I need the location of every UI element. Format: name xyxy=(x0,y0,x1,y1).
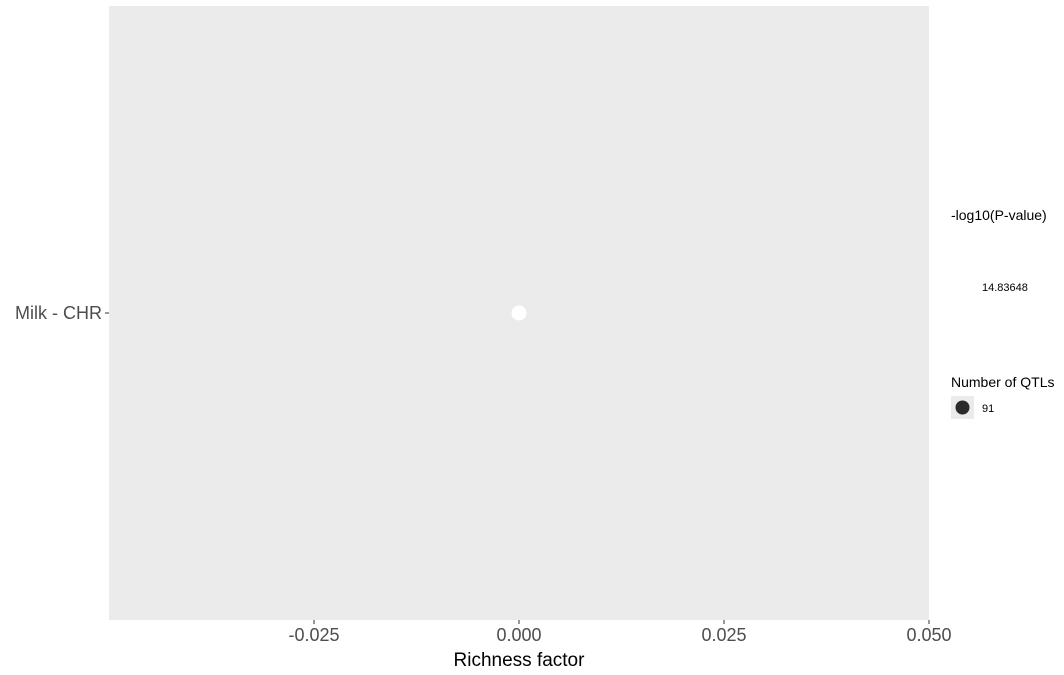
legend-color-value: 14.83648 xyxy=(982,282,1028,294)
legend-size-title: Number of QTLs xyxy=(951,374,1054,390)
x-axis: -0.025 0.000 0.025 0.050 xyxy=(288,620,952,645)
x-tick-label: 0.050 xyxy=(906,625,951,645)
data-points xyxy=(511,305,527,321)
x-axis-title: Richness factor xyxy=(454,650,586,671)
x-tick-label: 0.025 xyxy=(701,625,746,645)
data-point xyxy=(511,305,527,321)
y-tick-label: Milk - CHR xyxy=(15,303,102,323)
legend: -log10(P-value) 14.83648 Number of QTLs … xyxy=(951,207,1054,419)
legend-size-key-dot xyxy=(955,400,970,415)
y-axis: Milk - CHR xyxy=(15,303,109,323)
legend-size-value: 91 xyxy=(982,403,994,415)
legend-color-title: -log10(P-value) xyxy=(951,207,1047,223)
x-tick-label: -0.025 xyxy=(288,625,339,645)
x-tick-label: 0.000 xyxy=(496,625,541,645)
